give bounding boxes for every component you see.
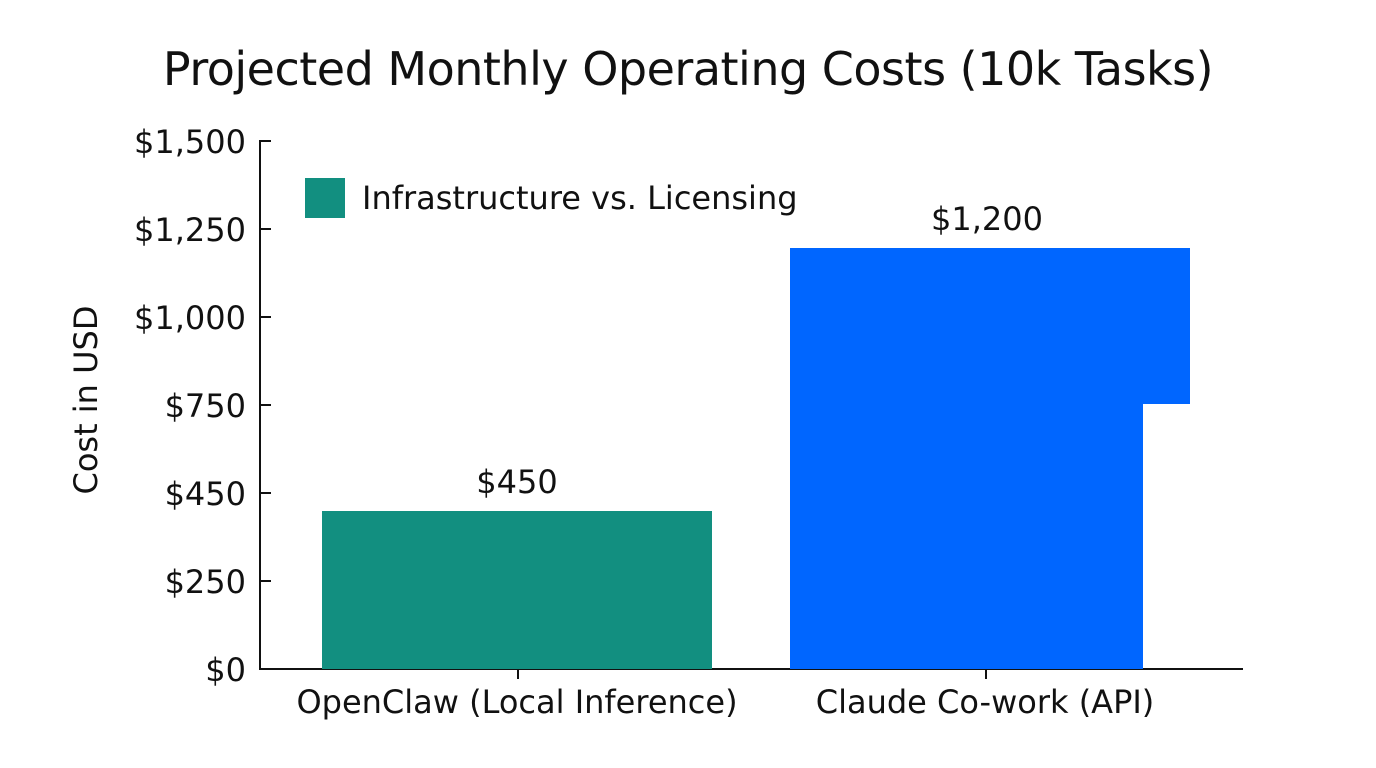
legend: Infrastructure vs. Licensing	[305, 178, 798, 218]
y-tick-label: $450	[164, 475, 246, 513]
y-tick	[259, 580, 271, 582]
x-tick	[517, 669, 519, 679]
y-tick	[259, 316, 271, 318]
y-tick-label: $1,500	[134, 123, 246, 161]
y-tick-label: $1,000	[134, 299, 246, 337]
x-axis-line	[259, 668, 1243, 670]
y-tick-label: $0	[205, 651, 246, 689]
y-tick	[259, 140, 271, 142]
y-tick	[259, 228, 271, 230]
legend-label: Infrastructure vs. Licensing	[362, 179, 798, 217]
chart-title: Projected Monthly Operating Costs (10k T…	[162, 42, 1214, 96]
x-tick-label: OpenClaw (Local Inference)	[296, 683, 738, 721]
bar-value-label: $450	[476, 463, 558, 501]
y-tick	[259, 492, 271, 494]
y-tick-label: $750	[164, 387, 246, 425]
y-tick-label: $1,250	[134, 211, 246, 249]
y-tick-label: $250	[164, 563, 246, 601]
y-axis-label: Cost in USD	[67, 305, 105, 495]
y-tick	[259, 668, 271, 670]
y-tick	[259, 404, 271, 406]
x-tick	[985, 669, 987, 679]
legend-swatch	[305, 178, 345, 218]
bar-claude-cowork	[790, 248, 1190, 404]
bar-claude-cowork-lower	[790, 403, 1143, 669]
x-tick-label: Claude Co-work (API)	[815, 683, 1155, 721]
bar-openclaw	[322, 511, 712, 669]
bar-value-label: $1,200	[931, 200, 1043, 238]
